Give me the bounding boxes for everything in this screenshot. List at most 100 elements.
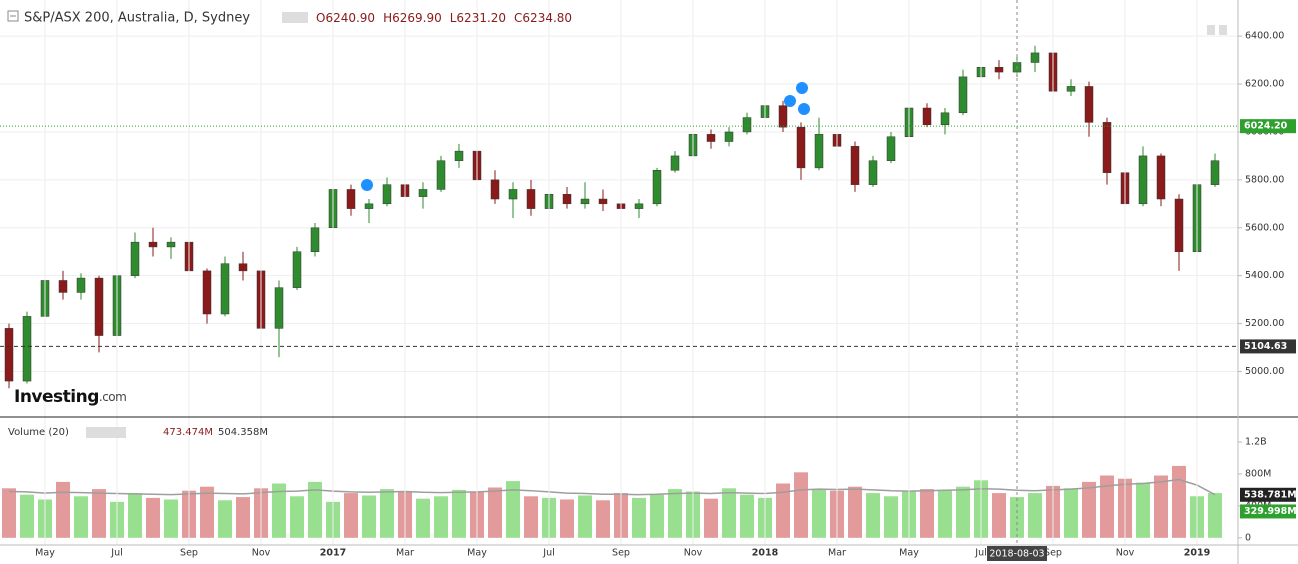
candle-body — [724, 131, 734, 142]
volume-bar — [1028, 493, 1042, 538]
volume-bar — [416, 498, 430, 538]
x-tick-label: Jul — [974, 548, 986, 559]
x-tick-label: Jul — [110, 548, 122, 559]
volume-bar — [866, 493, 880, 538]
event-marker[interactable] — [784, 95, 796, 107]
volume-bar — [164, 499, 178, 538]
volume-bar — [488, 487, 502, 538]
candle-body — [868, 160, 878, 185]
volume-bar — [650, 494, 664, 538]
volume-bar — [560, 499, 574, 538]
ohlc-value: L6231.20 — [450, 11, 506, 25]
candle-body — [886, 136, 896, 161]
y-tick-label: 6400.00 — [1245, 31, 1284, 42]
event-markers — [361, 82, 810, 191]
volume-bar — [632, 497, 646, 538]
x-tick-label: Jul — [542, 548, 554, 559]
candle-body — [454, 150, 464, 161]
volume-bar — [668, 489, 682, 538]
y-tick-label: 5600.00 — [1245, 222, 1284, 233]
volume-bar — [290, 496, 304, 538]
volume-bar — [200, 486, 214, 538]
candle-body — [1210, 160, 1220, 185]
volume-bar — [578, 495, 592, 538]
plot-layer — [0, 0, 1238, 545]
volume-bar — [56, 481, 70, 538]
settings-icons[interactable] — [282, 12, 308, 23]
price-level-box — [1240, 119, 1296, 134]
crosshair-label-box — [987, 546, 1047, 561]
volume-bar — [1154, 475, 1168, 538]
candle-body — [364, 203, 374, 209]
candle-body — [1138, 155, 1148, 205]
volume-bar — [146, 497, 160, 538]
volume-title: Volume (20) — [8, 427, 69, 438]
x-tick-label: 2017 — [320, 548, 346, 559]
volume-bar — [776, 483, 790, 538]
candle-body — [850, 146, 860, 185]
candle-body — [994, 67, 1004, 73]
volume-bar — [704, 498, 718, 538]
candle-body — [238, 263, 248, 272]
candle-body — [814, 134, 824, 169]
volume-bar — [218, 500, 232, 538]
candle-body — [418, 189, 428, 197]
candle-body — [292, 251, 302, 288]
pane-button[interactable] — [1219, 25, 1227, 35]
candle-body — [1156, 155, 1166, 200]
volume-bar — [938, 489, 952, 538]
volume-bar — [272, 483, 286, 538]
candle-body — [922, 107, 932, 126]
y-tick-label: 800M — [1245, 468, 1271, 479]
x-tick-label: Nov — [684, 548, 703, 559]
x-tick-label: Sep — [180, 548, 198, 559]
price-level-box — [1240, 504, 1296, 519]
candle-body — [508, 189, 518, 200]
candle-body — [958, 76, 968, 114]
ohlc-values: O6240.90 H6269.90 L6231.20 C6234.80 — [316, 11, 572, 25]
volume-bar — [344, 493, 358, 538]
candle-body — [562, 193, 572, 205]
ohlc-value: C6234.80 — [514, 11, 572, 25]
candle-body — [526, 189, 536, 209]
watermark: Investing.com — [14, 387, 126, 407]
candle-body — [1030, 52, 1040, 63]
event-marker[interactable] — [361, 179, 373, 191]
y-tick-label: 5800.00 — [1245, 174, 1284, 185]
x-tick-label: Sep — [1044, 548, 1062, 559]
x-tick-label: May — [467, 548, 487, 559]
volume-bar — [20, 494, 34, 538]
x-tick-label: Nov — [252, 548, 271, 559]
event-marker[interactable] — [796, 82, 808, 94]
candle-body — [1066, 86, 1076, 92]
x-tick-label: Mar — [396, 548, 414, 559]
collapse-icon[interactable] — [7, 10, 19, 22]
volume-bar — [1082, 481, 1096, 538]
pane-button[interactable] — [1207, 25, 1215, 35]
x-tick-label: Nov — [1116, 548, 1135, 559]
volume-bar — [1064, 488, 1078, 538]
candle-body — [202, 270, 212, 315]
candle-body — [58, 280, 68, 293]
price-level-label: 538.781M — [1244, 489, 1297, 500]
candle-body — [1084, 86, 1094, 123]
candle-body — [22, 316, 32, 382]
volume-bar — [1172, 465, 1186, 538]
candle-body — [598, 198, 608, 205]
candle-body — [742, 117, 752, 133]
price-level-label: 6024.20 — [1244, 121, 1288, 132]
volume-icons[interactable] — [86, 427, 126, 438]
volume-bar — [92, 489, 106, 538]
price-level-box — [1240, 487, 1296, 502]
candle-body — [1174, 198, 1184, 252]
volume-bar — [128, 493, 142, 538]
candle-body — [490, 179, 500, 200]
volume-bar — [308, 481, 322, 538]
event-marker[interactable] — [798, 103, 810, 115]
candle-body — [4, 328, 14, 382]
volume-bar — [1100, 475, 1114, 538]
volume-bar — [596, 500, 610, 538]
y-tick-label: 5000.00 — [1245, 366, 1284, 377]
volume-ma-line — [8, 478, 1216, 496]
